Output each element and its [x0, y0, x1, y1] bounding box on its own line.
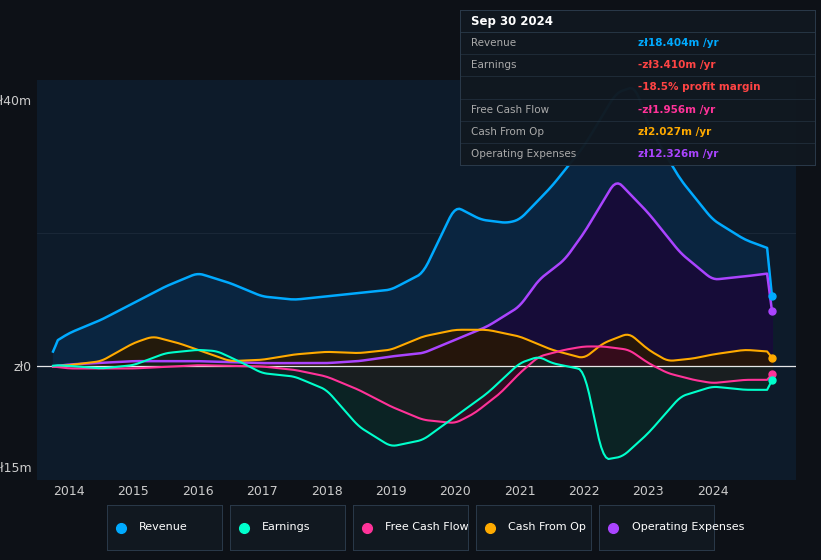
Text: -zł1.956m /yr: -zł1.956m /yr — [637, 105, 715, 115]
Text: -zł3.410m /yr: -zł3.410m /yr — [637, 60, 715, 71]
Text: Sep 30 2024: Sep 30 2024 — [470, 15, 553, 27]
Text: Operating Expenses: Operating Expenses — [470, 149, 576, 159]
Text: Earnings: Earnings — [262, 522, 310, 533]
Text: Cash From Op: Cash From Op — [508, 522, 586, 533]
Text: Free Cash Flow: Free Cash Flow — [385, 522, 469, 533]
Text: Operating Expenses: Operating Expenses — [631, 522, 744, 533]
Text: Revenue: Revenue — [139, 522, 188, 533]
Text: Earnings: Earnings — [470, 60, 516, 71]
Text: Revenue: Revenue — [470, 38, 516, 48]
Text: zł18.404m /yr: zł18.404m /yr — [637, 38, 718, 48]
Text: zł12.326m /yr: zł12.326m /yr — [637, 149, 718, 159]
Text: -18.5% profit margin: -18.5% profit margin — [637, 82, 760, 92]
Text: zł2.027m /yr: zł2.027m /yr — [637, 127, 711, 137]
Text: Cash From Op: Cash From Op — [470, 127, 544, 137]
Text: Free Cash Flow: Free Cash Flow — [470, 105, 548, 115]
